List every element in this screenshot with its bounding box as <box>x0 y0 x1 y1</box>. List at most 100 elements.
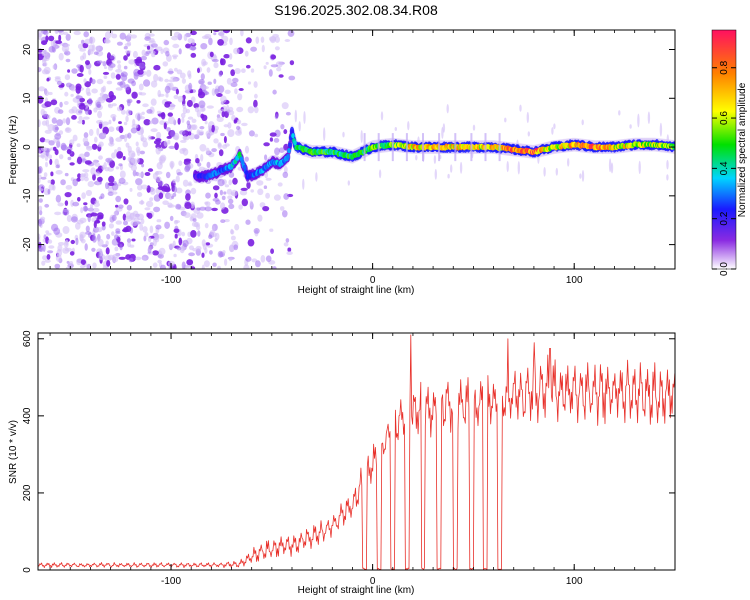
spectrogram-noise-dot <box>109 55 115 60</box>
spectrogram-noise-dot <box>88 97 93 106</box>
snr-panel: -100 0 100 0 200 400 600 Height of straight li… <box>8 330 676 596</box>
colorbar-gradient <box>712 30 736 269</box>
spectrogram-noise-dot <box>239 190 248 196</box>
spectrogram-noise-dot <box>234 68 241 74</box>
spectrogram-noise-dot <box>234 223 240 231</box>
spectrogram-noise-dot <box>118 177 126 184</box>
spectrogram-noise-dot <box>46 254 51 260</box>
spectrogram-noise-dot <box>286 251 293 256</box>
spectrogram-noise-dot <box>47 188 51 195</box>
spectrogram-noise-dot <box>182 107 188 114</box>
spectrogram-noise-dot <box>284 39 291 42</box>
spectrogram-noise-dot <box>114 149 118 154</box>
spectrogram-noise-dot <box>38 95 44 104</box>
spectrogram-noise-dot <box>73 30 81 36</box>
spectrogram-noise-dot <box>220 132 225 137</box>
spectrogram-noise-dot <box>119 170 126 179</box>
spectrogram-noise-dot <box>119 243 123 251</box>
spectrogram-noise-dot <box>79 64 84 73</box>
spectrogram-noise-dot <box>95 45 100 52</box>
spectrogram-noise-dot <box>82 116 90 120</box>
spectrogram-noise-dot <box>172 179 177 184</box>
spectrogram-noise-dot <box>128 110 133 115</box>
spectrogram-signal-core <box>242 164 247 170</box>
spectrogram-noise-dot <box>79 217 87 223</box>
spectrogram-noise-dot <box>138 83 144 91</box>
spectrogram-noise-dot <box>45 161 48 168</box>
spectrogram-noise-dot <box>108 223 114 229</box>
spectrogram-noise-dot <box>276 67 282 72</box>
spectrogram-noise-dot <box>246 64 251 69</box>
spectrogram-noise-dot <box>198 100 206 109</box>
spectrogram-noise-dot <box>175 203 182 210</box>
spectrogram-noise-dot <box>221 110 226 118</box>
spectrogram-spike <box>438 133 441 162</box>
spectrogram-noise-dot <box>212 262 217 267</box>
spectrogram-noise-dot <box>90 78 96 85</box>
spectrogram-noise-dot <box>174 233 178 239</box>
spectrogram-spike <box>363 133 366 162</box>
spectrogram-noise-dot <box>137 69 144 75</box>
spectrogram-noise-dot <box>446 104 449 114</box>
spectrogram-noise-dot <box>40 108 45 116</box>
spectrogram-xtick-label: 0 <box>370 275 376 286</box>
spectrogram-noise-dot <box>38 119 41 128</box>
spectrogram-noise-dot <box>180 112 186 119</box>
spectrogram-noise-dot <box>48 91 53 96</box>
spectrogram-noise-dot <box>102 126 109 135</box>
spectrogram-noise-dot <box>179 130 186 135</box>
spectrogram-noise-dot <box>200 73 205 81</box>
spectrogram-noise-dot <box>54 211 62 216</box>
spectrogram-noise-dot <box>378 169 382 179</box>
spectrogram-noise-dot <box>183 135 187 141</box>
spectrogram-noise-dot <box>55 254 62 262</box>
spectrogram-noise-dot <box>201 107 206 112</box>
spectrogram-noise-dot <box>125 142 130 148</box>
spectrogram-noise-dot <box>203 260 210 268</box>
spectrogram-noise-dot <box>233 47 240 55</box>
spectrogram-noise-dot <box>102 132 107 137</box>
spectrogram-noise-dot <box>231 114 236 121</box>
spectrogram-noise-dot <box>115 137 123 142</box>
spectrogram-noise-dot <box>269 228 274 232</box>
spectrogram-noise-dot <box>83 31 89 38</box>
spectrogram-noise-dot <box>41 49 48 57</box>
spectrogram-noise-dot <box>181 117 185 123</box>
spectrogram-noise-dot <box>103 75 108 79</box>
spectrogram-noise-dot <box>178 48 182 55</box>
spectrogram-noise-dot <box>44 203 50 208</box>
spectrogram-noise-dot <box>209 230 216 234</box>
spectrogram-noise-dot <box>138 172 143 177</box>
spectrogram-noise-dot <box>113 211 118 216</box>
spectrogram-noise-dot <box>131 91 138 99</box>
spectrogram-noise-dot <box>567 158 570 167</box>
spectrogram-noise-dot <box>182 239 189 247</box>
spectrogram-xtick-label: -100 <box>161 275 181 286</box>
spectrogram-noise-dot <box>94 136 98 143</box>
spectrogram-noise-dot <box>234 88 238 95</box>
spectrogram-noise-dot <box>111 239 118 246</box>
spectrogram-noise-dot <box>42 243 46 252</box>
spectrogram-noise-dot <box>228 257 233 262</box>
spectrogram-noise-dot <box>116 60 121 64</box>
spectrogram-noise-dot <box>105 247 110 255</box>
spectrogram-spike <box>454 133 457 162</box>
spectrogram-noise-dot <box>79 234 84 242</box>
spectrogram-noise-dot <box>128 59 136 65</box>
spectrogram-noise-dot <box>144 36 152 41</box>
spectrogram-noise-dot <box>96 182 101 186</box>
spectrogram-noise-dot <box>659 122 663 137</box>
spectrogram-noise-dot <box>135 214 139 219</box>
spectrogram-noise-dot <box>144 207 151 211</box>
snr-xlabel: Height of straight line (km) <box>298 585 415 596</box>
spectrogram-noise-dot <box>194 106 200 113</box>
spectrogram-noise-dot <box>187 38 195 44</box>
spectrogram-noise-dot <box>130 164 137 172</box>
spectrogram-noise-dot <box>53 146 57 151</box>
spectrogram-noise-dot <box>92 173 96 181</box>
spectrogram-noise-dot <box>228 179 232 186</box>
spectrogram-noise-dot <box>67 156 72 161</box>
spectrogram-noise-dot <box>115 166 120 170</box>
spectrogram-noise-dot <box>198 79 205 85</box>
